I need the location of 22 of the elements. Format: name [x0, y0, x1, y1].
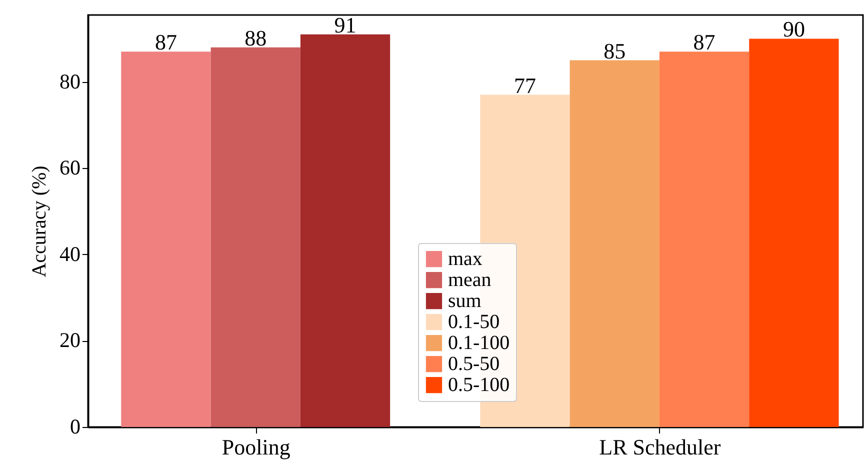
y-tick-label: 20 — [60, 328, 80, 352]
data-label: 87 — [154, 30, 177, 55]
legend-label: 0.1-100 — [448, 332, 510, 354]
legend-label: 0.5-50 — [448, 353, 500, 375]
legend-label: mean — [448, 269, 492, 291]
data-label: 85 — [604, 38, 626, 64]
data-label: 91 — [334, 12, 356, 38]
y-tick-label: 60 — [60, 156, 80, 180]
data-label: 88 — [244, 25, 267, 50]
data-label: 87 — [693, 30, 716, 55]
y-tick-label: 40 — [60, 242, 80, 266]
x-tick-label: Pooling — [222, 434, 290, 460]
y-tick-label: 80 — [60, 69, 80, 94]
data-label: 77 — [514, 72, 536, 98]
y-tick-label: 0 — [70, 414, 80, 438]
x-tick-label: LR Scheduler — [599, 434, 722, 460]
y-axis-title: Accuracy (%) — [28, 166, 50, 278]
legend-label: 0.1-50 — [448, 311, 500, 333]
legend-label: max — [448, 248, 482, 270]
legend-label: sum — [448, 290, 482, 312]
legend-label: 0.5-100 — [448, 374, 510, 396]
data-label: 90 — [782, 16, 805, 42]
